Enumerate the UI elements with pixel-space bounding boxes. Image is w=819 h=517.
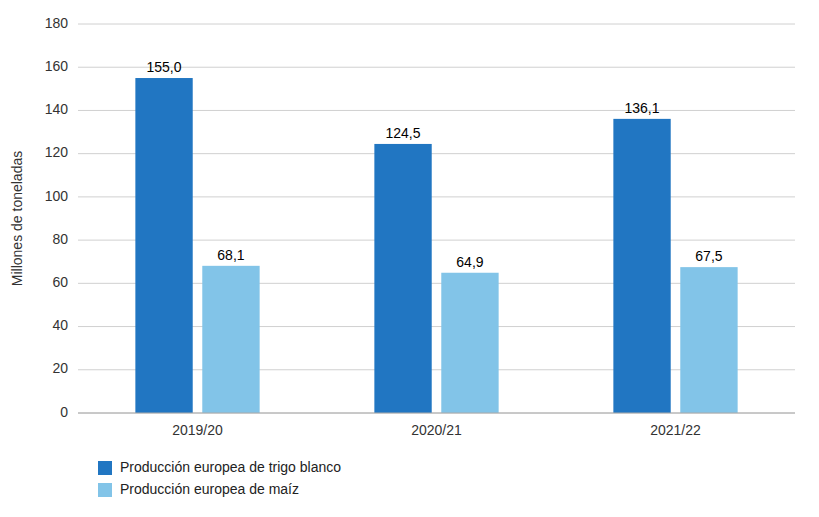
x-tick-label: 2019/20	[172, 422, 223, 438]
y-tick-label: 100	[45, 188, 69, 204]
y-tick-label: 180	[45, 15, 69, 31]
legend-label: Producción europea de maíz	[120, 481, 299, 497]
chart-container: 0 20 40 60 80 100 120 140 160 180 155,0 124,5 136,1 6…	[0, 0, 819, 517]
chart: 0 20 40 60 80 100 120 140 160 180 155,0 124,5 136,1 6…	[0, 0, 819, 517]
grid-line	[78, 67, 795, 68]
y-tick-label: 140	[45, 101, 69, 117]
data-label: 124,5	[386, 125, 421, 141]
legend-swatch	[98, 461, 112, 475]
grid	[78, 24, 795, 413]
data-label: 155,0	[147, 59, 182, 75]
y-tick-label: 0	[60, 404, 68, 420]
data-label: 136,1	[625, 100, 660, 116]
y-tick-label: 40	[52, 317, 68, 333]
x-tick-label: 2020/21	[411, 422, 462, 438]
x-tick-label: 2021/22	[650, 422, 701, 438]
data-label: 68,1	[217, 247, 244, 263]
bar	[680, 267, 737, 413]
data-label: 67,5	[695, 248, 722, 264]
legend-swatch	[98, 483, 112, 497]
x-axis-line	[78, 413, 795, 414]
y-tick-label: 80	[52, 231, 68, 247]
y-tick-label: 60	[52, 274, 68, 290]
y-tick-label: 120	[45, 144, 69, 160]
legend-label: Producción europea de trigo blanco	[120, 459, 341, 475]
bar	[135, 78, 192, 413]
data-label: 64,9	[456, 254, 483, 270]
bar	[374, 144, 431, 413]
grid-line	[78, 24, 795, 25]
bar	[202, 266, 259, 413]
legend: Producción europea de trigo blanco Produc…	[98, 459, 341, 497]
y-axis-label: Millones de toneladas	[9, 151, 25, 286]
y-tick-label: 160	[45, 58, 69, 74]
y-tick-label: 20	[52, 360, 68, 376]
bar	[613, 119, 670, 413]
bars	[135, 78, 737, 413]
bar	[441, 273, 498, 413]
grid-line	[78, 413, 795, 414]
